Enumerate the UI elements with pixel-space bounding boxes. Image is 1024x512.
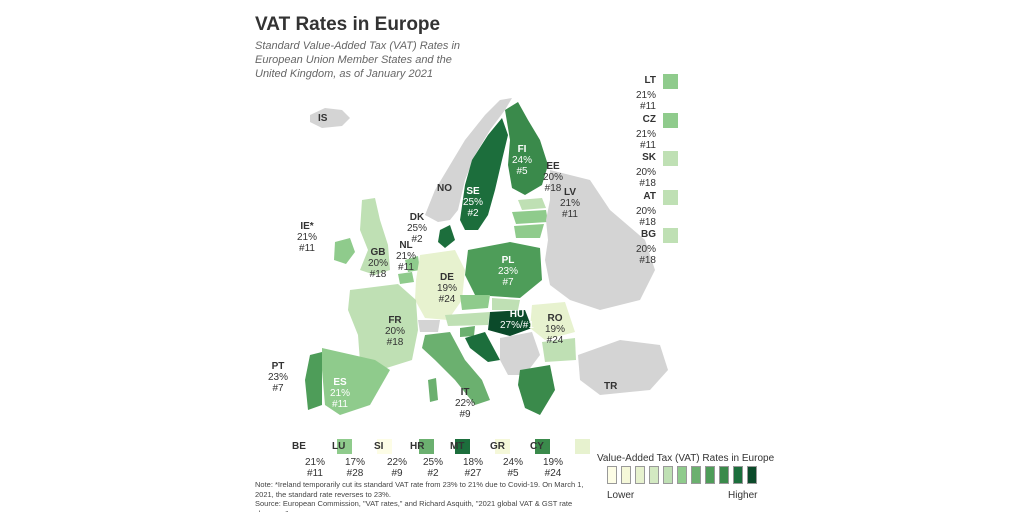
- country-hr[interactable]: [465, 332, 500, 362]
- legend-cell: [733, 466, 743, 484]
- swatch: [419, 439, 434, 454]
- bottom-item-cy: CY 19% #24: [530, 439, 590, 479]
- bottom-item-gr: GR 24% #5: [490, 439, 550, 479]
- map-label-is: IS: [318, 113, 328, 124]
- country-non-member-east: [545, 170, 655, 310]
- country-cz[interactable]: [460, 295, 490, 310]
- map-label-se: SE 25% #2: [463, 186, 484, 219]
- country-gr[interactable]: [518, 365, 555, 415]
- country-nl[interactable]: [405, 256, 420, 272]
- country-it-sardinia[interactable]: [428, 378, 438, 402]
- legend-cell: [635, 466, 645, 484]
- swatch: [663, 113, 678, 128]
- country-ie[interactable]: [334, 238, 355, 264]
- map-label-dk: DK 25% #2: [407, 212, 428, 245]
- side-item-cz: CZ 21% #11: [618, 113, 678, 151]
- country-sk[interactable]: [492, 298, 520, 310]
- bottom-item-lu: LU 17% #28: [332, 439, 392, 479]
- map-label-hu: HU 27%/#1: [500, 309, 534, 331]
- country-lt[interactable]: [514, 224, 544, 238]
- note-line: Note: *Ireland temporarily cut its stand…: [255, 480, 584, 499]
- country-es[interactable]: [322, 348, 390, 415]
- legend-cell: [677, 466, 687, 484]
- map-label-pt: PT 23% #7: [268, 361, 289, 394]
- side-item-at: AT 20% #18: [618, 190, 678, 228]
- country-se[interactable]: [460, 118, 508, 230]
- country-it[interactable]: [422, 332, 490, 405]
- map-label-lv: LV 21% #11: [560, 187, 581, 220]
- country-de[interactable]: [415, 250, 465, 320]
- map-label-fi: FI 24% #5: [512, 144, 533, 177]
- map-label-ie: IE* 21% #11: [297, 221, 318, 254]
- map-label-ro: RO 19% #24: [545, 313, 566, 346]
- swatch: [535, 439, 550, 454]
- map-label-fr: FR 20% #18: [385, 315, 406, 348]
- legend-cell: [621, 466, 631, 484]
- legend-cell: [705, 466, 715, 484]
- map-label-nl: NL 21% #11: [396, 240, 417, 273]
- map-label-tr: TR: [604, 381, 618, 392]
- bottom-item-mt: MT 18% #27: [450, 439, 510, 479]
- country-si[interactable]: [460, 326, 475, 337]
- page-subtitle: Standard Value-Added Tax (VAT) Rates in …: [255, 40, 461, 80]
- bottom-item-si: SI 22% #9: [374, 439, 434, 479]
- swatch: [663, 74, 678, 89]
- legend-cell: [607, 466, 617, 484]
- map-label-pl: PL 23% #7: [498, 255, 519, 288]
- side-item-lt: LT 21% #11: [618, 74, 678, 112]
- swatch: [663, 190, 678, 205]
- legend-scale: [607, 466, 757, 484]
- country-no[interactable]: [425, 98, 512, 222]
- country-ch: [418, 320, 440, 332]
- swatch: [455, 439, 470, 454]
- page-title: VAT Rates in Europe: [255, 14, 441, 35]
- bottom-item-be: BE 21% #11: [292, 439, 352, 479]
- country-pt[interactable]: [305, 352, 322, 410]
- map-label-de: DE 19% #24: [437, 272, 458, 305]
- country-gb[interactable]: [360, 198, 390, 275]
- legend-cell: [719, 466, 729, 484]
- legend-low-label: Lower: [607, 490, 635, 501]
- swatch: [377, 439, 392, 454]
- country-hu[interactable]: [488, 310, 532, 336]
- country-balkans: [500, 332, 540, 375]
- country-lv[interactable]: [512, 210, 548, 224]
- map-label-it: IT 22% #9: [455, 387, 476, 420]
- country-ee[interactable]: [518, 198, 546, 210]
- swatch: [495, 439, 510, 454]
- legend-high-label: Higher: [728, 490, 758, 501]
- legend-cell: [649, 466, 659, 484]
- country-pl[interactable]: [465, 242, 542, 298]
- legend-cell: [747, 466, 757, 484]
- country-be[interactable]: [398, 272, 414, 284]
- side-item-sk: SK 20% #18: [618, 151, 678, 189]
- country-tr: [578, 340, 668, 395]
- country-is[interactable]: [310, 108, 350, 128]
- bottom-item-hr: HR 25% #2: [410, 439, 470, 479]
- swatch: [337, 439, 352, 454]
- europe-map: [250, 70, 670, 420]
- country-bg[interactable]: [542, 338, 576, 362]
- map-label-no: NO: [437, 183, 452, 194]
- map-label-gb: GB 20% #18: [368, 247, 389, 280]
- swatch: [575, 439, 590, 454]
- source-line: Source: European Commission, "VAT rates,…: [255, 499, 573, 512]
- side-item-bg: BG 20% #18: [618, 228, 678, 266]
- country-fr[interactable]: [348, 284, 418, 370]
- legend-cell: [691, 466, 701, 484]
- map-label-es: ES 21% #11: [330, 377, 351, 410]
- swatch: [663, 228, 678, 243]
- legend-title: Value-Added Tax (VAT) Rates in Europe: [597, 453, 775, 464]
- footnote: Note: *Ireland temporarily cut its stand…: [255, 480, 585, 512]
- europe-map-svg: [305, 98, 668, 415]
- legend-cell: [663, 466, 673, 484]
- country-fi[interactable]: [505, 102, 548, 195]
- swatch: [663, 151, 678, 166]
- country-at[interactable]: [445, 312, 490, 326]
- country-ro[interactable]: [530, 302, 575, 340]
- country-dk[interactable]: [438, 225, 455, 248]
- map-label-ee: EE 20% #18: [543, 161, 564, 194]
